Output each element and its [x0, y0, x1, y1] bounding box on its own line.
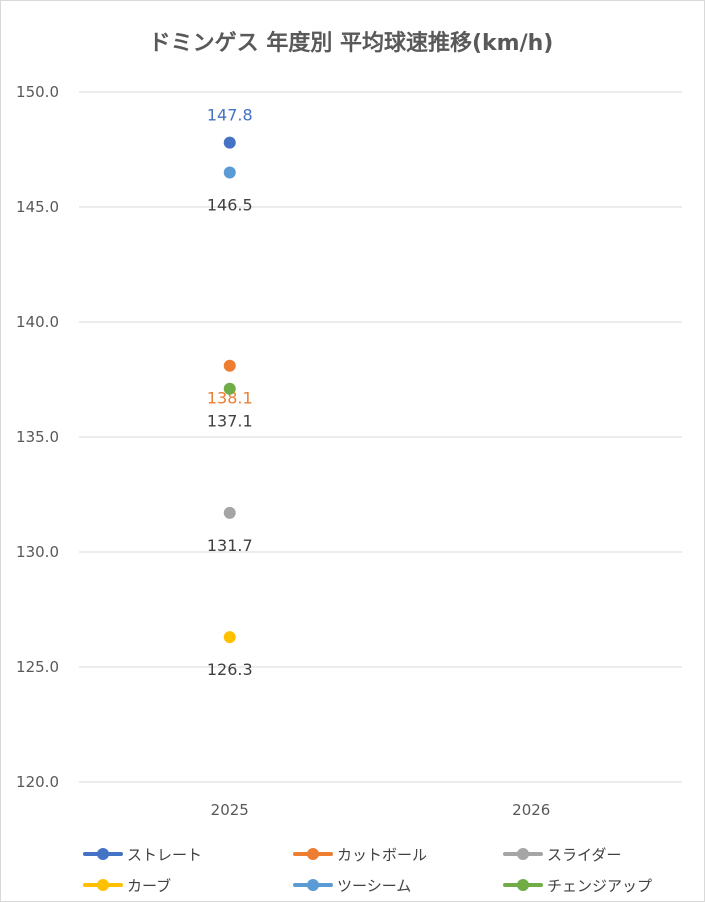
data-point — [223, 631, 236, 644]
data-label: 146.5 — [207, 196, 253, 215]
legend-label: ストレート — [127, 845, 203, 864]
legend-label: カーブ — [127, 876, 172, 895]
plot-area: 120.0 125.0 130.0 135.0 140.0 145.0 150.0 2025 2… — [16, 83, 682, 819]
legend-marker — [291, 879, 335, 891]
legend-label: チェンジアップ — [547, 876, 653, 895]
legend-item: ツーシーム — [291, 870, 411, 900]
legend-marker — [291, 848, 335, 860]
legend-item: スライダー — [501, 839, 621, 869]
legend-dot — [307, 879, 319, 891]
y-tick-label: 135.0 — [16, 428, 59, 446]
legend-dot — [307, 848, 319, 860]
legend-marker — [81, 879, 125, 891]
legend-dot — [517, 879, 529, 891]
data-label: 147.8 — [207, 106, 253, 125]
data-point — [223, 359, 236, 372]
y-tick-label: 140.0 — [16, 313, 59, 331]
legend-label: ツーシーム — [337, 876, 412, 895]
legend-label: スライダー — [547, 845, 622, 864]
y-tick-label: 125.0 — [16, 658, 59, 676]
data-point — [223, 382, 236, 395]
legend-marker — [501, 879, 545, 891]
y-tick-label: 145.0 — [16, 198, 59, 216]
legend-item: ストレート — [81, 839, 202, 869]
data-label: 138.1 — [207, 389, 253, 408]
legend-dot — [97, 879, 109, 891]
legend-dot — [97, 848, 109, 860]
data-label: 131.7 — [207, 536, 253, 555]
legend-label: カットボール — [337, 845, 428, 864]
legend-item: カーブ — [81, 870, 171, 900]
data-point — [223, 166, 236, 179]
legend-marker — [81, 848, 125, 860]
data-label: 126.3 — [207, 660, 253, 679]
y-tick-label: 150.0 — [16, 83, 59, 101]
legend-dot — [517, 848, 529, 860]
y-tick-label: 120.0 — [16, 773, 59, 791]
legend-item: チェンジアップ — [501, 870, 652, 900]
legend-item: カットボール — [291, 839, 427, 869]
y-tick-label: 130.0 — [16, 543, 59, 561]
chart-title: ドミンゲス 年度別 平均球速推移(km/h) — [148, 31, 554, 56]
legend-marker — [501, 848, 545, 860]
data-label: 137.1 — [207, 412, 253, 431]
data-point — [223, 136, 236, 149]
x-tick-label: 2025 — [211, 801, 249, 819]
x-tick-label: 2026 — [512, 801, 550, 819]
data-point — [223, 506, 236, 519]
